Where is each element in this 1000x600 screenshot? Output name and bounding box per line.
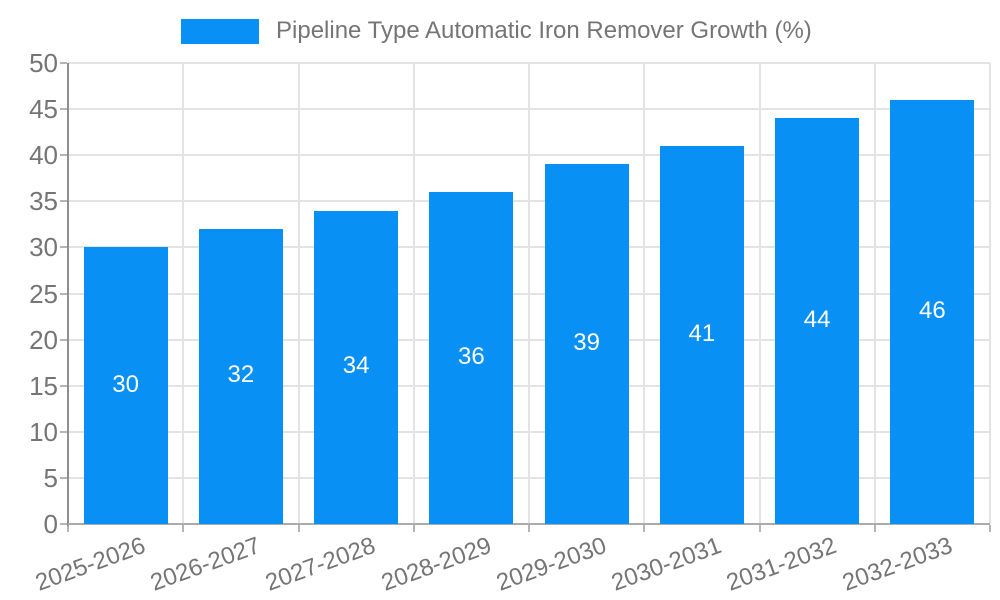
x-tick-label: 2029-2030 <box>492 532 610 597</box>
legend-label: Pipeline Type Automatic Iron Remover Gro… <box>276 17 812 44</box>
x-axis-tick <box>873 525 876 532</box>
y-axis-tick <box>60 476 67 479</box>
x-tick-label: 2031-2032 <box>723 532 841 597</box>
bar <box>775 118 860 524</box>
bar-value-label: 34 <box>342 352 370 380</box>
y-tick-label: 50 <box>29 48 58 78</box>
x-tick-label: 2026-2027 <box>147 532 265 597</box>
bar <box>659 145 744 524</box>
y-tick-label: 0 <box>43 509 58 539</box>
bar-value-label: 46 <box>919 296 946 324</box>
y-tick-label: 5 <box>43 462 58 493</box>
y-tick-label: 40 <box>29 140 58 171</box>
bar <box>314 210 399 524</box>
bar-value-label: 41 <box>688 319 716 347</box>
bar-value-label: 44 <box>803 306 831 334</box>
chart-legend: Pipeline Type Automatic Iron Remover Gro… <box>181 17 812 45</box>
y-axis-tick <box>60 108 67 111</box>
v-gridline <box>528 63 530 524</box>
y-axis-tick <box>60 62 67 64</box>
y-tick-label: 10 <box>29 416 58 447</box>
bar <box>198 228 283 524</box>
v-gridline <box>412 63 415 524</box>
legend-swatch <box>181 18 259 44</box>
v-gridline <box>758 63 761 524</box>
bar-value-label: 30 <box>112 370 139 398</box>
y-tick-label: 15 <box>29 370 58 401</box>
y-tick-label: 35 <box>29 186 58 217</box>
y-axis-tick <box>60 292 67 295</box>
bar <box>429 192 514 524</box>
v-gridline <box>873 63 876 524</box>
y-axis-tick <box>60 154 67 157</box>
x-axis-tick <box>643 525 646 532</box>
x-tick-label: 2028-2029 <box>377 532 495 597</box>
y-axis-tick <box>60 523 67 525</box>
bar <box>890 99 975 524</box>
bar-value-label: 36 <box>458 343 485 371</box>
x-tick-label: 2025-2026 <box>31 532 149 597</box>
y-axis-tick <box>60 430 67 433</box>
y-tick-label: 30 <box>29 232 58 263</box>
v-gridline <box>297 63 300 524</box>
y-tick-label: 45 <box>29 94 58 125</box>
bar-value-label: 39 <box>573 329 600 357</box>
v-gridline <box>989 63 991 524</box>
x-axis-line <box>68 523 990 525</box>
v-gridline <box>182 63 185 524</box>
x-tick-label: 2027-2028 <box>262 532 380 597</box>
x-axis-tick <box>528 525 530 532</box>
y-axis-tick <box>60 200 67 203</box>
v-gridline <box>643 63 646 524</box>
y-axis-line <box>67 63 69 526</box>
y-axis-tick <box>60 246 67 249</box>
x-tick-label: 2032-2033 <box>838 532 956 597</box>
y-axis-tick <box>60 384 67 387</box>
x-axis-tick <box>297 525 300 532</box>
x-tick-label: 2030-2031 <box>608 532 726 597</box>
x-axis-tick <box>67 525 69 532</box>
bar <box>83 247 168 524</box>
y-tick-label: 20 <box>29 324 58 355</box>
x-axis-tick <box>412 525 415 532</box>
x-axis-tick <box>758 525 761 532</box>
bar-value-label: 32 <box>227 361 255 389</box>
y-axis-tick <box>60 338 67 341</box>
bar <box>544 164 629 524</box>
x-axis-tick <box>182 525 185 532</box>
y-tick-label: 25 <box>29 278 58 309</box>
x-axis-tick <box>989 525 991 532</box>
